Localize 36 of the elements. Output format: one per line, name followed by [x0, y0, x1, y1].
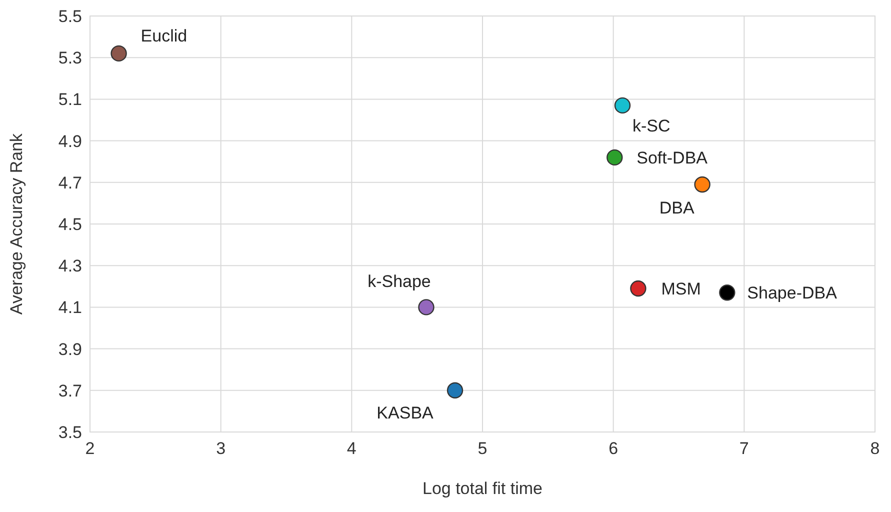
y-tick-label: 4.9 [58, 132, 82, 151]
series-label: Soft-DBA [636, 148, 708, 168]
series-label: Shape-DBA [747, 284, 838, 303]
y-tick-label: 3.7 [58, 381, 82, 400]
series-label: Euclid [140, 26, 188, 46]
point [694, 176, 710, 193]
x-tick-label: 5 [478, 439, 488, 458]
x-tick-label: 4 [346, 439, 356, 458]
series-label: MSM [661, 279, 701, 298]
y-tick-label: 4.1 [58, 298, 82, 318]
point [630, 280, 646, 297]
y-tick-label: 4.5 [58, 214, 82, 234]
y-tick-label: 5.5 [58, 6, 82, 26]
point [110, 45, 127, 62]
point [446, 382, 464, 398]
y-tick-label: 4.7 [58, 173, 82, 192]
point [719, 284, 736, 301]
point [418, 299, 434, 316]
x-axis-title: Log total fit time [422, 479, 543, 498]
series-label: k-SC [632, 116, 670, 136]
x-tick-label: 8 [870, 439, 880, 458]
point [606, 149, 623, 166]
y-tick-label: 3.9 [58, 340, 82, 359]
x-tick-label: 3 [216, 439, 226, 458]
y-tick-label: 5.1 [58, 90, 82, 110]
series-label: KASBA [376, 403, 434, 422]
y-tick-label: 3.5 [58, 422, 82, 442]
series-label: DBA [659, 198, 695, 218]
y-tick-label: 5.3 [58, 48, 82, 68]
series-label: k-Shape [368, 272, 431, 292]
y-axis-title: Average Accuracy Rank [7, 132, 26, 315]
x-tick-label: 2 [85, 439, 95, 458]
x-tick-label: 6 [608, 439, 618, 458]
y-tick-label: 4.3 [58, 256, 82, 276]
point [614, 97, 631, 114]
x-tick-label: 7 [739, 439, 749, 458]
